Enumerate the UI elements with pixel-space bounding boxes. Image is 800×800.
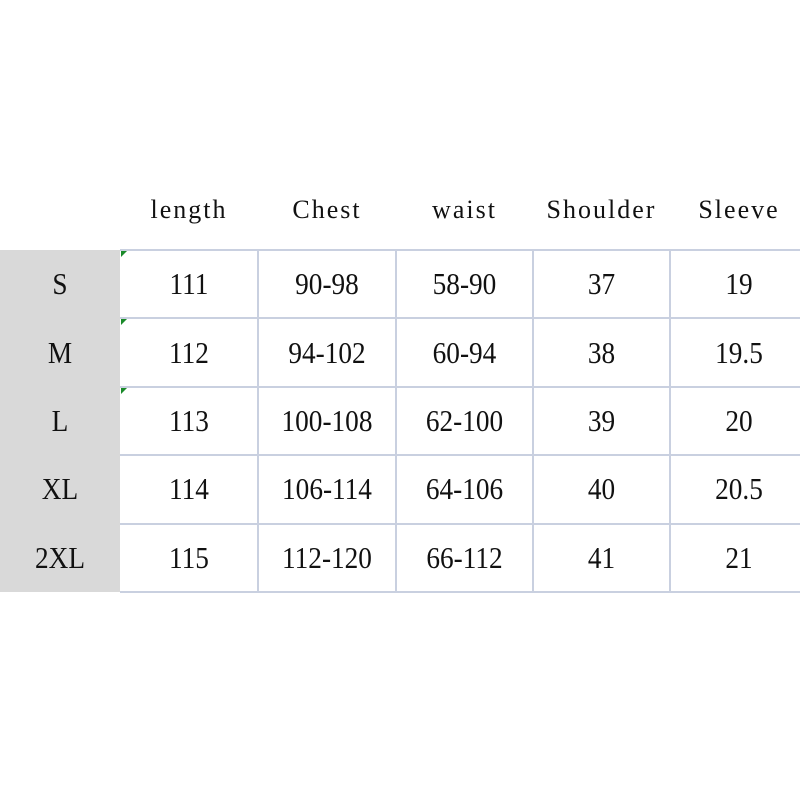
size-label: M: [47, 334, 73, 370]
measurement: 94-102: [288, 334, 366, 370]
size-label: L: [51, 402, 69, 438]
grid-line: [120, 385, 800, 388]
grid-line: [120, 317, 800, 320]
measurement: 115: [169, 539, 209, 575]
measurement: 41: [587, 539, 616, 575]
measurement: 64-106: [425, 471, 504, 507]
measurement: 106-114: [282, 471, 372, 507]
size-label: S: [52, 266, 68, 302]
measurement: 100-108: [281, 402, 373, 438]
measurement: 40: [587, 471, 616, 507]
cell-marker: [121, 319, 127, 325]
grid-line: [532, 250, 534, 592]
measurement: 21: [725, 539, 753, 575]
grid-line: [120, 454, 800, 457]
column-header: waist: [432, 195, 497, 224]
measurement: 113: [169, 402, 209, 438]
measurement: 39: [587, 402, 616, 438]
cell-marker: [121, 388, 127, 394]
cell-marker: [121, 251, 127, 257]
measurement: 90-98: [295, 266, 359, 302]
grid-line: [120, 522, 800, 525]
measurement: 37: [587, 266, 616, 302]
measurement: 112: [169, 334, 209, 370]
grid-line: [257, 250, 259, 592]
measurement: 66-112: [426, 539, 503, 575]
column-header: Chest: [292, 195, 362, 224]
measurement: 20: [725, 402, 753, 438]
size-label: XL: [41, 471, 79, 507]
measurement: 58-90: [432, 266, 497, 302]
measurement: 38: [587, 334, 616, 370]
size-label: 2XL: [34, 539, 85, 575]
grid-line: [669, 250, 671, 592]
measurement: 19: [725, 266, 753, 302]
measurement: 60-94: [432, 334, 497, 370]
grid-line: [395, 250, 397, 592]
measurement: 114: [169, 471, 209, 507]
column-header: Shoulder: [546, 195, 657, 224]
column-header: Sleeve: [698, 195, 780, 224]
measurement: 62-100: [425, 402, 504, 438]
grid-line: [120, 591, 800, 593]
size-column-background: [0, 250, 120, 592]
column-header: length: [150, 195, 228, 224]
grid-line: [120, 249, 800, 251]
measurement: 20.5: [715, 471, 763, 507]
measurement: 19.5: [715, 334, 763, 370]
measurement: 112-120: [282, 539, 372, 575]
measurement: 111: [169, 266, 209, 302]
